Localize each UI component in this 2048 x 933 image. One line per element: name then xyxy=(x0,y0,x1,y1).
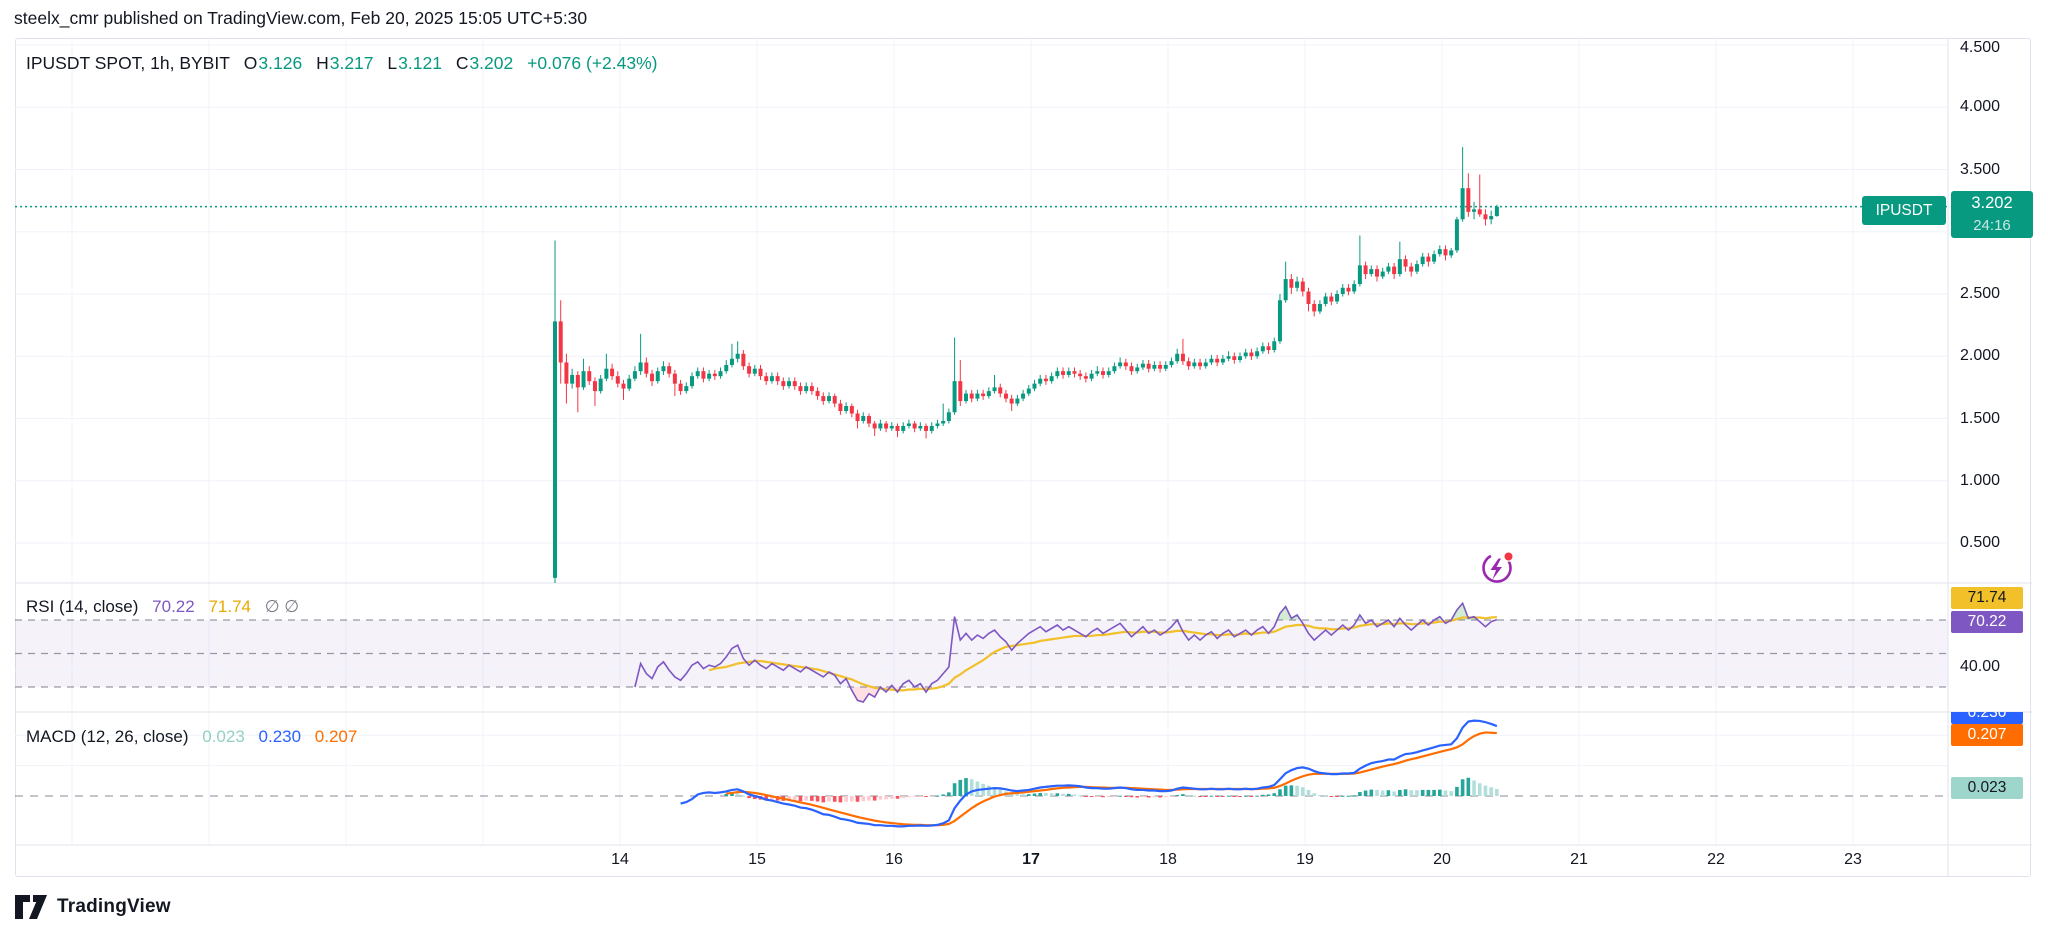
symbol-title: IPUSDT SPOT, 1h, BYBIT xyxy=(26,53,230,73)
macd-signal-value: 0.207 xyxy=(314,727,358,746)
rsi-ma-value: 71.74 xyxy=(208,597,251,616)
low-value: 3.121 xyxy=(398,53,442,73)
change-value: +0.076 (+2.43%) xyxy=(527,53,658,73)
price-tick-label: 3.500 xyxy=(1960,160,2001,178)
price-axis[interactable]: 71.74 70.22 40.00 0.230 0.207 0.023 4.50… xyxy=(1949,38,2032,845)
macd-signal-axis-badge: 0.207 xyxy=(1951,724,2023,746)
price-tick-label: 2.500 xyxy=(1960,285,2001,302)
last-price-value: 3.202 xyxy=(1971,194,2013,212)
time-tick-label: 19 xyxy=(1296,851,1314,868)
rsi-axis-tick: 40.00 xyxy=(1960,658,2001,675)
price-tick-label: 4.500 xyxy=(1960,39,2001,56)
time-tick-label: 14 xyxy=(611,851,629,868)
time-axis[interactable]: 14 15 16 17 18 19 20 21 22 23 xyxy=(15,846,1948,877)
time-tick-label: 20 xyxy=(1433,851,1451,868)
rsi-title: RSI (14, close) xyxy=(26,597,139,616)
publish-header: steelx_cmr published on TradingView.com,… xyxy=(14,8,588,28)
chart-frame xyxy=(15,38,2031,877)
macd-hist-value: 0.023 xyxy=(202,727,245,746)
bar-countdown: 24:16 xyxy=(1973,217,2011,234)
open-label: O xyxy=(243,53,258,73)
price-tick-label: 4.000 xyxy=(1960,98,2001,116)
rsi-divergence-flags: ∅ ∅ xyxy=(264,597,300,616)
macd-hist-axis-badge: 0.023 xyxy=(1951,777,2023,799)
close-value: 3.202 xyxy=(469,53,514,73)
rsi-value: 70.22 xyxy=(152,597,195,616)
price-tick-label: 2.000 xyxy=(1960,347,2001,365)
time-tick-label: 18 xyxy=(1159,851,1177,868)
time-tick-label: 23 xyxy=(1844,851,1862,868)
macd-line-axis-badge: 0.230 xyxy=(1951,712,2023,724)
close-label: C xyxy=(455,53,469,73)
price-line-symbol-tag: IPUSDT xyxy=(1862,196,1946,225)
high-value: 3.217 xyxy=(329,53,374,73)
time-tick-label: 15 xyxy=(748,851,766,868)
footer: TradingView xyxy=(14,891,171,923)
macd-legend: MACD (12, 26, close) 0.023 0.230 0.207 xyxy=(26,727,366,747)
time-tick-label: 21 xyxy=(1570,851,1588,868)
idea-lightning-icon[interactable] xyxy=(1478,549,1516,587)
tradingview-logo-icon[interactable] xyxy=(14,894,48,920)
price-tick-label: 0.500 xyxy=(1960,534,2001,551)
rsi-legend: RSI (14, close) 70.22 71.74 ∅ ∅ xyxy=(26,597,308,617)
high-label: H xyxy=(316,53,329,73)
time-tick-label: 17 xyxy=(1022,851,1040,868)
time-tick-label: 22 xyxy=(1707,851,1725,868)
time-tick-label: 16 xyxy=(885,851,903,868)
tradingview-brand-text[interactable]: TradingView xyxy=(57,896,171,917)
price-tick-label: 1.500 xyxy=(1960,409,2001,427)
low-label: L xyxy=(387,53,398,73)
macd-title: MACD (12, 26, close) xyxy=(26,727,189,746)
rsi-ma-axis-badge: 71.74 xyxy=(1951,587,2023,609)
price-tick-label: 1.000 xyxy=(1960,471,2001,489)
macd-line-value: 0.230 xyxy=(258,727,302,746)
open-value: 3.126 xyxy=(258,53,303,73)
last-price-label: 3.202 24:16 xyxy=(1951,191,2033,238)
rsi-axis-badge: 70.22 xyxy=(1951,611,2023,633)
price-legend: IPUSDT SPOT, 1h, BYBIT O3.126 H3.217 L3.… xyxy=(26,53,667,74)
